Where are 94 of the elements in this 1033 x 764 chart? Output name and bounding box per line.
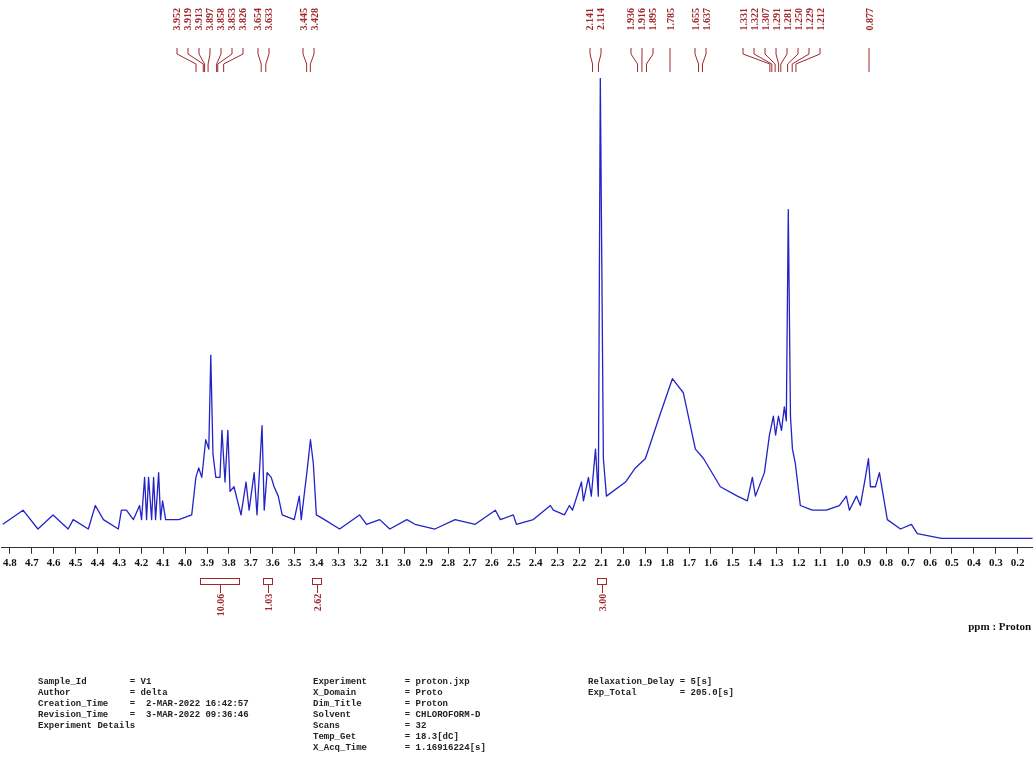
text: 2.141 bbox=[584, 8, 596, 31]
x-tick-label: 2.0 bbox=[616, 556, 631, 569]
x-tick-label: 1.0 bbox=[835, 556, 850, 569]
x-tick-label: 3.2 bbox=[353, 556, 368, 569]
x-tick-label: 2.7 bbox=[463, 556, 478, 569]
text: 1.655 bbox=[689, 8, 701, 31]
x-tick-label: 1.4 bbox=[747, 556, 763, 569]
text: Scans = 32 bbox=[313, 721, 427, 731]
x-tick-label: 4.3 bbox=[112, 556, 127, 569]
text: 3.919 bbox=[182, 8, 194, 31]
text: 1.331 bbox=[737, 8, 749, 31]
x-tick-label: 0.7 bbox=[901, 556, 916, 569]
text: Temp_Get = 18.3[dC] bbox=[313, 732, 459, 742]
text: 3.428 bbox=[308, 8, 320, 31]
text: 3.897 bbox=[204, 8, 216, 31]
x-tick-label: 4.4 bbox=[90, 556, 105, 569]
x-tick-label: 1.1 bbox=[813, 556, 828, 569]
x-tick-label: 0.5 bbox=[945, 556, 960, 569]
x-tick-label: 4.1 bbox=[156, 556, 171, 569]
text: 3.952 bbox=[171, 8, 183, 31]
text: 3.445 bbox=[297, 8, 309, 31]
text: Exp_Total = 205.0[s] bbox=[588, 688, 734, 698]
text: 1.637 bbox=[700, 8, 712, 31]
text: 1.229 bbox=[803, 8, 815, 31]
x-tick-label: 4.5 bbox=[68, 556, 83, 569]
x-tick-label: 3.0 bbox=[397, 556, 412, 569]
x-axis-title: ppm : Proton bbox=[968, 619, 1031, 632]
x-tick-label: 3.9 bbox=[200, 556, 215, 569]
text: 1.936 bbox=[625, 8, 637, 31]
text: Author = delta bbox=[38, 688, 168, 698]
text: 3.853 bbox=[226, 8, 238, 31]
x-tick-label: 4.2 bbox=[134, 556, 149, 569]
x-tick-label: 0.8 bbox=[879, 556, 894, 569]
x-tick-label: 4.0 bbox=[178, 556, 193, 569]
x-tick-label: 0.2 bbox=[1010, 556, 1026, 569]
x-tick-label: 2.8 bbox=[441, 556, 456, 569]
text: X_Acq_Time = 1.16916224[s] bbox=[313, 743, 486, 753]
x-tick-label: 1.5 bbox=[725, 556, 741, 569]
text: 3.826 bbox=[237, 8, 249, 31]
x-tick-label: 3.8 bbox=[222, 556, 237, 569]
x-tick-label: 1.3 bbox=[769, 556, 785, 569]
x-tick-label: 3.3 bbox=[331, 556, 346, 569]
x-tick-label: 4.7 bbox=[24, 556, 40, 569]
x-tick-label: 2.3 bbox=[550, 556, 565, 569]
x-tick-label: 2.5 bbox=[506, 556, 522, 569]
x-tick-label: 0.6 bbox=[923, 556, 938, 569]
x-tick-label: 2.1 bbox=[594, 556, 609, 569]
text: 1.307 bbox=[759, 8, 771, 31]
text: 2.62 bbox=[312, 593, 323, 612]
text: Relaxation_Delay = 5[s] bbox=[588, 677, 713, 687]
text: Dim_Title = Proton bbox=[313, 699, 449, 709]
x-tick-label: 3.6 bbox=[265, 556, 281, 569]
x-tick-label: 3.1 bbox=[375, 556, 390, 569]
text: Revision_Time = 3-MAR-2022 09:36:46 bbox=[38, 710, 249, 720]
x-tick-label: 2.2 bbox=[572, 556, 587, 569]
text: 3.913 bbox=[193, 8, 205, 31]
text: 3.633 bbox=[263, 8, 275, 31]
x-tick-label: 3.7 bbox=[243, 556, 259, 569]
x-tick-label: 1.7 bbox=[682, 556, 697, 569]
text: 1.916 bbox=[636, 8, 648, 31]
x-tick-label: 3.5 bbox=[287, 556, 303, 569]
text: 1.895 bbox=[647, 8, 659, 31]
x-tick-label: 0.9 bbox=[857, 556, 872, 569]
text: Experiment Details bbox=[38, 721, 136, 731]
x-tick-label: 4.6 bbox=[46, 556, 62, 569]
text: 3.654 bbox=[252, 8, 264, 31]
text: Creation_Time = 2-MAR-2022 16:42:57 bbox=[38, 699, 249, 709]
text: 3.00 bbox=[597, 593, 608, 612]
text: 0.877 bbox=[863, 8, 875, 31]
x-tick-label: 2.9 bbox=[419, 556, 434, 569]
x-tick-label: 0.4 bbox=[966, 556, 982, 569]
x-tick-label: 1.2 bbox=[791, 556, 806, 569]
x-tick-label: 4.8 bbox=[3, 556, 18, 569]
text: 1.212 bbox=[814, 8, 826, 31]
text: 3.858 bbox=[215, 8, 227, 31]
text: Solvent = CHLOROFORM-D bbox=[313, 710, 481, 720]
x-tick-label: 1.8 bbox=[660, 556, 675, 569]
x-tick-label: 1.6 bbox=[704, 556, 719, 569]
text: 2.114 bbox=[595, 8, 607, 30]
text: 1.250 bbox=[792, 8, 804, 31]
text: 10.06 bbox=[215, 593, 226, 617]
text: 1.281 bbox=[781, 8, 793, 31]
text: 1.03 bbox=[263, 593, 274, 612]
text: Sample_Id = V1 bbox=[38, 677, 152, 687]
x-tick-label: 2.6 bbox=[484, 556, 500, 569]
x-tick-label: 1.9 bbox=[638, 556, 653, 569]
text: 1.785 bbox=[664, 8, 676, 31]
x-tick-label: 3.4 bbox=[309, 556, 324, 569]
text: 1.291 bbox=[770, 8, 782, 31]
x-tick-label: 0.3 bbox=[988, 556, 1004, 569]
text: Experiment = proton.jxp bbox=[313, 677, 470, 687]
x-tick-label: 2.4 bbox=[528, 556, 544, 569]
text: X_Domain = Proto bbox=[313, 688, 443, 698]
text: 1.322 bbox=[748, 8, 760, 31]
